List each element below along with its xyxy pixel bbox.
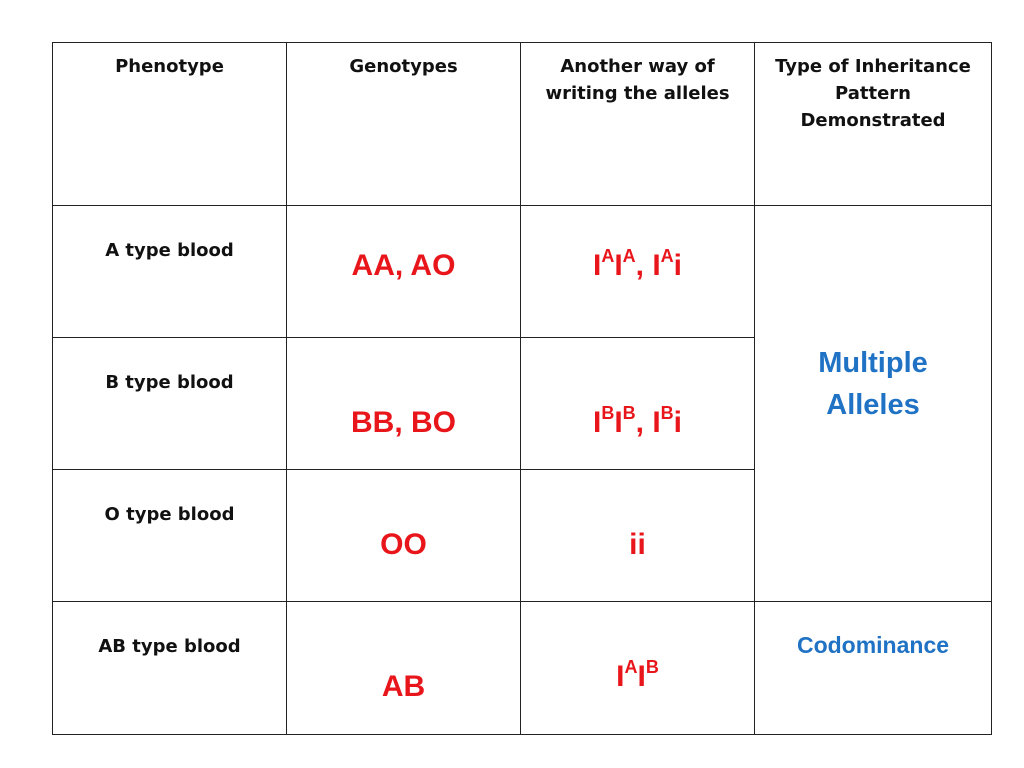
inheritance-codominance-label: Codominance bbox=[796, 632, 950, 658]
allele-notation: ii bbox=[629, 527, 646, 561]
genotype-cell: BB, BO bbox=[286, 337, 521, 470]
table-row: O type blood OO ii bbox=[52, 469, 992, 602]
genotype-cell: OO bbox=[286, 469, 521, 602]
genotype-value: AA, AO bbox=[351, 248, 456, 282]
allele-notation-cell: IAIA, IAi bbox=[520, 205, 755, 338]
table-row: A type blood AA, AO IAIA, IAi Multiple A… bbox=[52, 205, 992, 602]
genotype-value: BB, BO bbox=[351, 405, 456, 439]
allele-notation-cell: ii bbox=[520, 469, 755, 602]
genotype-value: AB bbox=[381, 670, 426, 703]
header-another-way-line1: Another way of bbox=[560, 56, 715, 77]
genotype-value: OO bbox=[380, 527, 427, 561]
inheritance-multiple-alleles-cell: Multiple Alleles bbox=[754, 205, 992, 602]
genotype-cell: AB bbox=[286, 601, 521, 735]
inheritance-codominance-cell: Codominance bbox=[754, 601, 992, 735]
allele-superscript: A bbox=[624, 657, 638, 677]
allele-notation-cell: IBIB, IBi bbox=[520, 337, 755, 470]
header-inheritance-line1: Type of Inheritance bbox=[775, 56, 971, 77]
header-another-way: Another way of writing the alleles bbox=[520, 42, 755, 206]
header-inheritance: Type of Inheritance Pattern Demonstrated bbox=[754, 42, 992, 206]
blood-type-table: Phenotype Genotypes Another way of writi… bbox=[52, 42, 992, 735]
allele-superscript: B bbox=[601, 402, 615, 423]
inheritance-multiple-line2: Alleles bbox=[826, 388, 920, 421]
phenotype-label: AB type blood bbox=[98, 636, 241, 657]
table-row: B type blood BB, BO IBIB, IBi bbox=[52, 337, 992, 470]
allele-superscript: B bbox=[645, 657, 659, 677]
genotype-cell: AA, AO bbox=[286, 205, 521, 338]
inheritance-multiple-line1: Multiple bbox=[818, 346, 928, 379]
allele-notation-cell: IAIB bbox=[520, 601, 755, 735]
header-genotypes-label: Genotypes bbox=[349, 56, 458, 77]
phenotype-label: B type blood bbox=[105, 372, 234, 393]
phenotype-cell: B type blood bbox=[52, 337, 287, 470]
phenotype-label: A type blood bbox=[105, 240, 234, 261]
allele-notation: IBIB, IBi bbox=[592, 402, 683, 439]
header-inheritance-line3: Demonstrated bbox=[800, 110, 946, 131]
phenotype-cell: AB type blood bbox=[52, 601, 287, 735]
header-genotypes: Genotypes bbox=[286, 42, 521, 206]
header-phenotype-label: Phenotype bbox=[115, 56, 224, 77]
table-row: AB type blood AB IAIB Codominance bbox=[52, 601, 992, 735]
header-another-way-line2: writing the alleles bbox=[545, 83, 730, 104]
phenotype-label: O type blood bbox=[104, 504, 235, 525]
allele-notation: IAIB bbox=[616, 657, 659, 693]
phenotype-cell: O type blood bbox=[52, 469, 287, 602]
allele-superscript: A bbox=[601, 245, 615, 266]
header-inheritance-line2: Pattern bbox=[835, 83, 911, 104]
allele-superscript: B bbox=[660, 402, 674, 423]
header-phenotype: Phenotype bbox=[52, 42, 287, 206]
allele-superscript: A bbox=[622, 245, 636, 266]
header-row: Phenotype Genotypes Another way of writi… bbox=[52, 42, 992, 206]
allele-notation: IAIA, IAi bbox=[592, 245, 683, 282]
allele-superscript: A bbox=[660, 245, 674, 266]
allele-superscript: B bbox=[622, 402, 636, 423]
phenotype-cell: A type blood bbox=[52, 205, 287, 338]
